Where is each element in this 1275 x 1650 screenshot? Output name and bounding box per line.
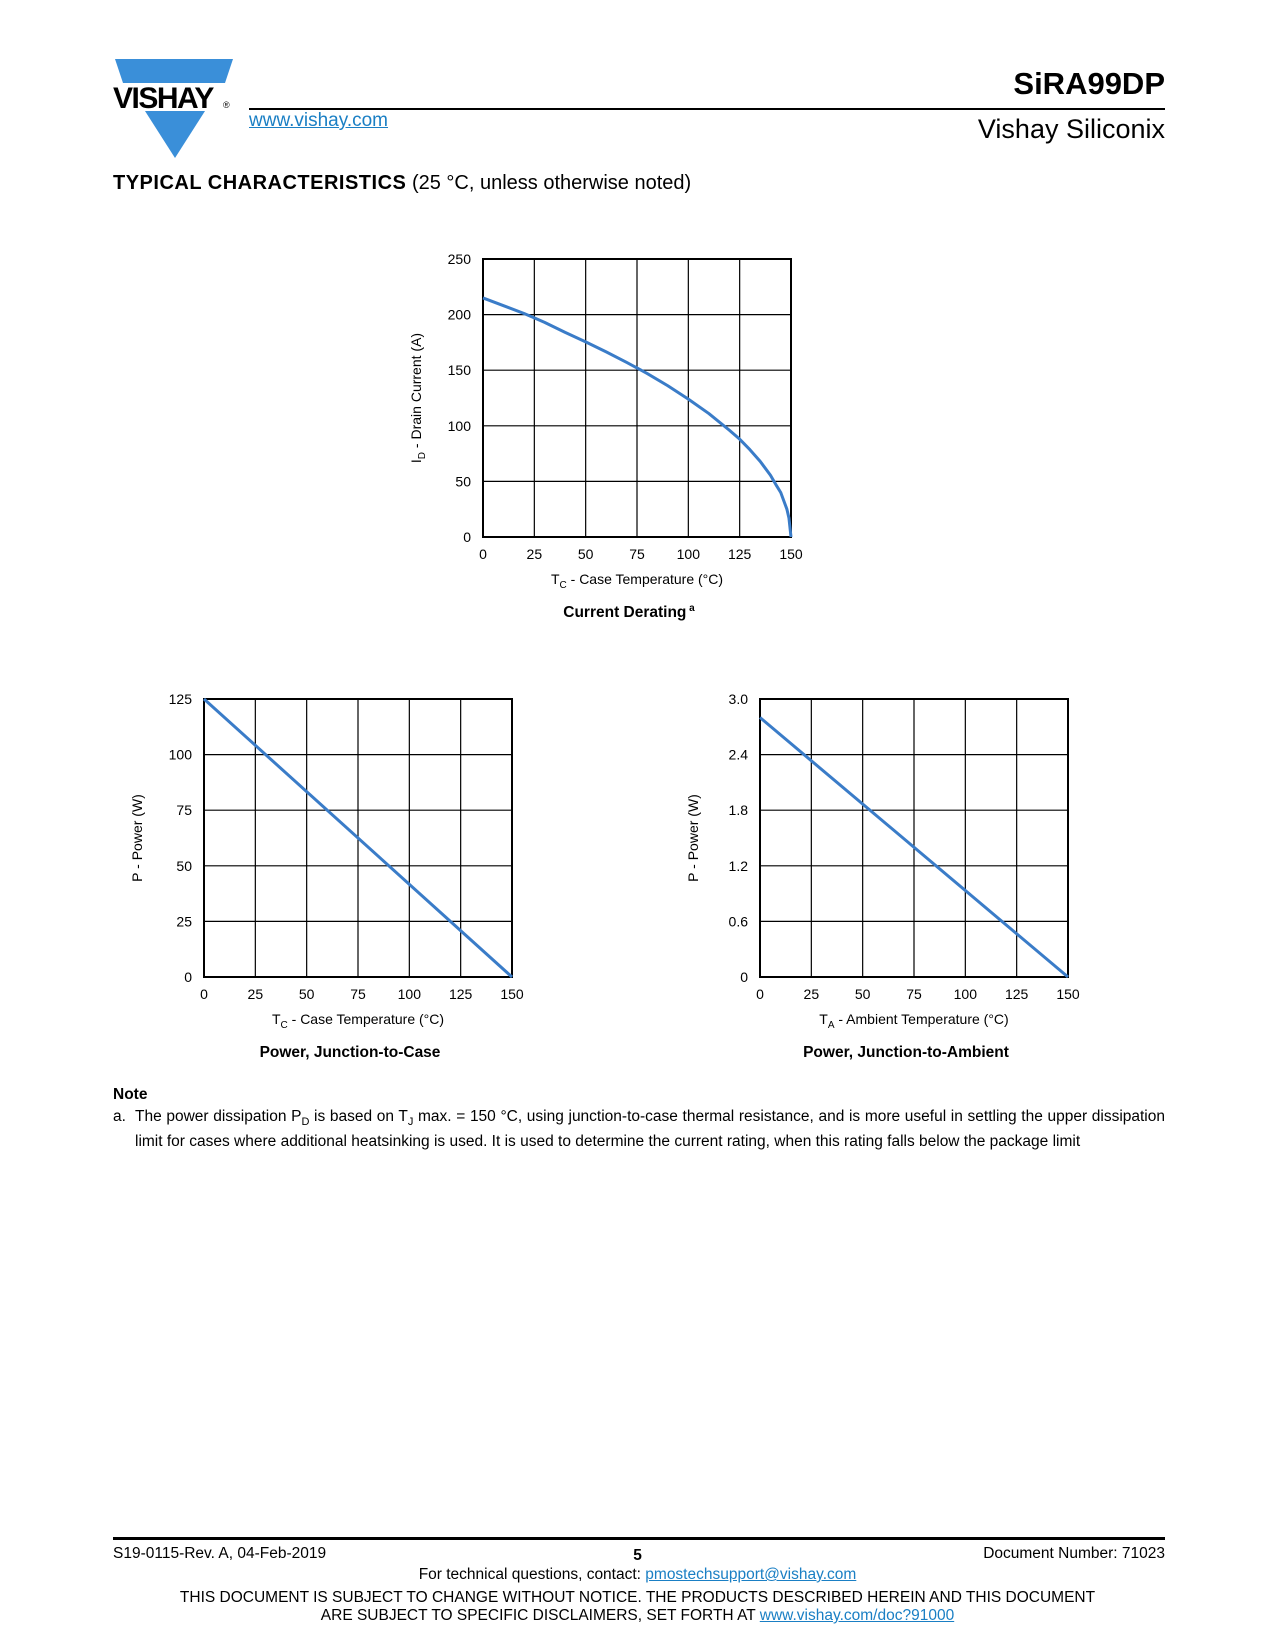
note-text: The power dissipation PD is based on TJ … <box>135 1108 1165 1151</box>
x-tick-label: 100 <box>954 986 978 1002</box>
x-tick-label: 100 <box>677 546 701 562</box>
y-tick-label: 50 <box>455 473 471 489</box>
company-name: Vishay Siliconix <box>977 114 1165 144</box>
y-tick-label: 200 <box>448 307 472 323</box>
y-tick-label: 150 <box>448 362 472 378</box>
section-title: TYPICAL CHARACTERISTICS <box>113 172 407 194</box>
y-axis-label: P - Power (W) <box>129 794 145 882</box>
y-tick-label: 1.8 <box>729 802 749 818</box>
x-tick-label: 125 <box>1005 986 1029 1002</box>
y-axis-label: P - Power (W) <box>685 794 701 882</box>
part-number: SiRA99DP <box>1013 66 1165 101</box>
chart-title: Power, Junction-to-Ambient <box>803 1044 1009 1061</box>
contact-email-link[interactable]: pmostechsupport@vishay.com <box>645 1566 857 1583</box>
x-tick-label: 100 <box>398 986 422 1002</box>
data-series-line <box>759 716 1069 979</box>
footer-rule <box>113 1537 1165 1540</box>
x-tick-label: 50 <box>299 986 315 1002</box>
x-tick-label: 125 <box>449 986 473 1002</box>
chart-current-derating: 0 25 50 75 100 125 150 0 50 100 150 200 250 TC - Case… <box>400 230 820 635</box>
section-heading: TYPICAL CHARACTERISTICS (25 °C, unless o… <box>113 172 691 195</box>
plot-frame <box>759 698 1069 978</box>
chart-power-junction-to-ambient: 0 25 50 75 100 125 150 0 0.6 1.2 1.8 2.4 3.0 TA - Amb… <box>676 680 1136 1075</box>
x-axis-label: TC - Case Temperature (°C) <box>551 571 723 591</box>
x-tick-label: 50 <box>578 546 594 562</box>
x-tick-label: 150 <box>500 986 524 1002</box>
y-tick-label: 250 <box>448 251 472 267</box>
y-tick-label: 100 <box>169 747 193 763</box>
y-tick-label: 3.0 <box>729 691 749 707</box>
x-tick-label: 75 <box>350 986 366 1002</box>
x-tick-label: 75 <box>629 546 645 562</box>
footer-disclaimer: THIS DOCUMENT IS SUBJECT TO CHANGE WITHO… <box>179 1589 1096 1624</box>
y-tick-label: 0 <box>463 529 471 545</box>
y-tick-label: 0.6 <box>729 913 749 929</box>
y-tick-label: 0 <box>740 969 748 985</box>
x-axis-label: TC - Case Temperature (°C) <box>272 1011 444 1031</box>
footer-doc-number: Document Number: 71023 <box>983 1545 1165 1562</box>
vishay-logo: VISHAY ® <box>113 59 235 158</box>
x-tick-label: 0 <box>200 986 208 1002</box>
svg-text:®: ® <box>223 100 230 110</box>
x-tick-label: 150 <box>1056 986 1080 1002</box>
header-rule <box>249 108 1165 110</box>
footer-revision: S19-0115-Rev. A, 04-Feb-2019 <box>113 1545 327 1562</box>
plot-frame <box>482 258 792 538</box>
footer-page-number: 5 <box>633 1547 642 1564</box>
data-series-line <box>482 296 793 538</box>
x-tick-label: 50 <box>855 986 871 1002</box>
disclaimer-link[interactable]: www.vishay.com/doc?91000 <box>759 1607 955 1624</box>
chart-power-junction-to-case: 0 25 50 75 100 125 150 0 25 50 75 100 125 TC - Case T… <box>120 680 580 1075</box>
y-tick-label: 125 <box>169 691 193 707</box>
section-condition: (25 °C, unless otherwise noted) <box>411 172 692 194</box>
x-tick-label: 125 <box>728 546 752 562</box>
data-series-line <box>202 697 514 979</box>
x-tick-label: 25 <box>804 986 820 1002</box>
x-tick-label: 25 <box>527 546 543 562</box>
website-link[interactable]: www.vishay.com <box>249 110 389 131</box>
x-tick-label: 75 <box>906 986 922 1002</box>
x-tick-label: 0 <box>756 986 764 1002</box>
y-tick-label: 100 <box>448 418 472 434</box>
note-heading: Note <box>113 1086 148 1103</box>
x-tick-label: 0 <box>479 546 487 562</box>
x-tick-label: 25 <box>248 986 264 1002</box>
y-tick-label: 25 <box>176 913 192 929</box>
x-axis-label: TA - Ambient Temperature (°C) <box>819 1011 1008 1031</box>
y-tick-label: 75 <box>176 802 192 818</box>
y-axis-label: ID - Drain Current (A) <box>408 333 428 463</box>
y-tick-label: 0 <box>184 969 192 985</box>
y-tick-label: 50 <box>176 858 192 874</box>
y-tick-label: 1.2 <box>729 858 749 874</box>
y-tick-label: 2.4 <box>729 747 749 763</box>
chart-title: Current Derating a <box>563 603 695 621</box>
plot-frame <box>203 698 513 978</box>
chart-title: Power, Junction-to-Case <box>260 1044 441 1061</box>
svg-text:VISHAY: VISHAY <box>113 82 214 115</box>
x-tick-label: 150 <box>779 546 803 562</box>
footer-contact: For technical questions, contact: pmoste… <box>418 1566 857 1583</box>
note-marker: a. <box>113 1108 126 1125</box>
